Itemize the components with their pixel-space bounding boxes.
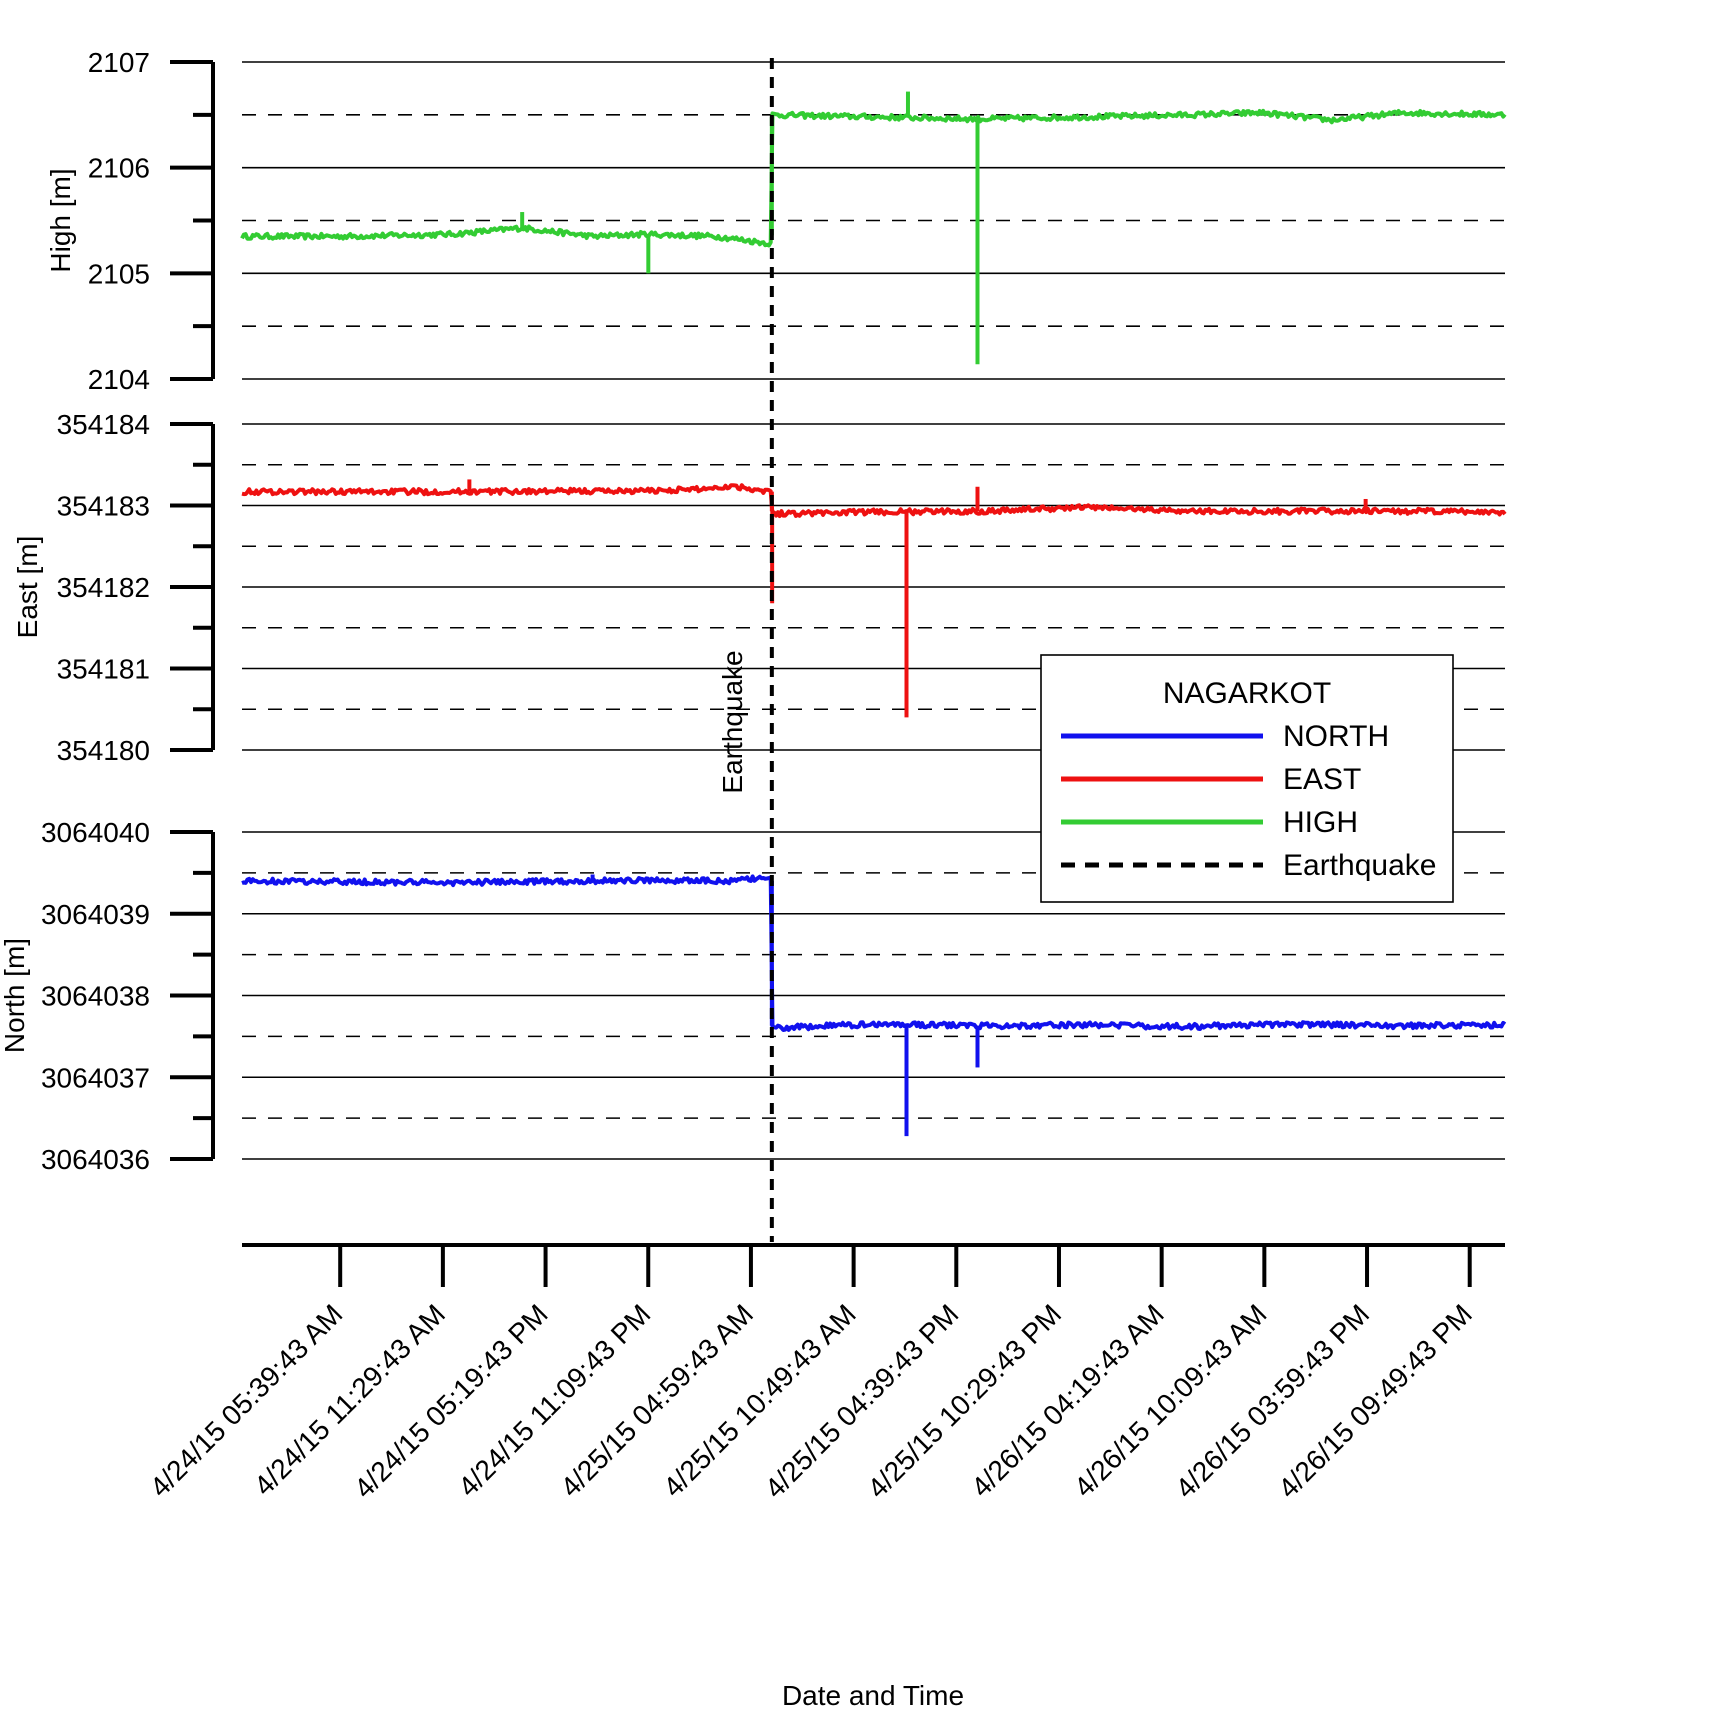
x-tick-label: 4/26/15 04:19:43 AM <box>965 1298 1170 1503</box>
legend-label-high: HIGH <box>1283 806 1358 839</box>
high-series-line <box>240 108 1507 248</box>
earthquake-label: Earthquake <box>717 650 748 793</box>
east-y-axis-label: East [m] <box>12 536 43 639</box>
x-tick-label: 4/25/15 10:29:43 PM <box>861 1298 1067 1504</box>
north-y-tick-label: 3064039 <box>41 899 150 930</box>
legend-label-earthquake: Earthquake <box>1283 849 1436 882</box>
x-tick-label: 4/24/15 11:29:43 AM <box>248 1298 451 1501</box>
legend-title: NAGARKOT <box>1163 677 1331 710</box>
x-tick-label: 4/24/15 05:19:43 PM <box>348 1298 554 1504</box>
high-y-tick-label: 2104 <box>88 364 150 395</box>
x-tick-label: 4/26/15 03:59:43 PM <box>1170 1298 1376 1504</box>
legend-label-east: EAST <box>1283 763 1361 796</box>
high-y-tick-label: 2107 <box>88 47 150 78</box>
x-tick-label: 4/25/15 10:49:43 AM <box>657 1298 862 1503</box>
x-tick-label: 4/25/15 04:59:43 AM <box>555 1298 760 1503</box>
high-y-axis-label: High [m] <box>45 168 76 272</box>
north-series-line <box>241 874 1507 1032</box>
north-y-tick-label: 3064037 <box>41 1062 150 1093</box>
east-series-line <box>241 483 1507 519</box>
x-tick-label: 4/24/15 11:09:43 PM <box>452 1298 656 1502</box>
x-axis-label: Date and Time <box>782 1680 964 1709</box>
x-tick-label: 4/24/15 05:39:43 AM <box>144 1298 349 1503</box>
east-y-tick-label: 354180 <box>57 735 150 766</box>
high-y-tick-label: 2105 <box>88 258 150 289</box>
x-tick-label: 4/26/15 10:09:43 AM <box>1068 1298 1273 1503</box>
x-tick-label: 4/26/15 09:49:43 PM <box>1272 1298 1478 1504</box>
east-y-tick-label: 354182 <box>57 572 150 603</box>
east-y-tick-label: 354183 <box>57 491 150 522</box>
east-y-tick-label: 354184 <box>57 409 150 440</box>
legend-label-north: NORTH <box>1283 720 1389 753</box>
north-y-tick-label: 3064036 <box>41 1144 150 1175</box>
x-tick-label: 4/25/15 04:39:43 PM <box>759 1298 965 1504</box>
north-y-tick-label: 3064038 <box>41 981 150 1012</box>
north-y-axis-label: North [m] <box>0 938 30 1053</box>
east-y-tick-label: 354181 <box>57 654 150 685</box>
north-y-tick-label: 3064040 <box>41 817 150 848</box>
high-y-tick-label: 2106 <box>88 153 150 184</box>
